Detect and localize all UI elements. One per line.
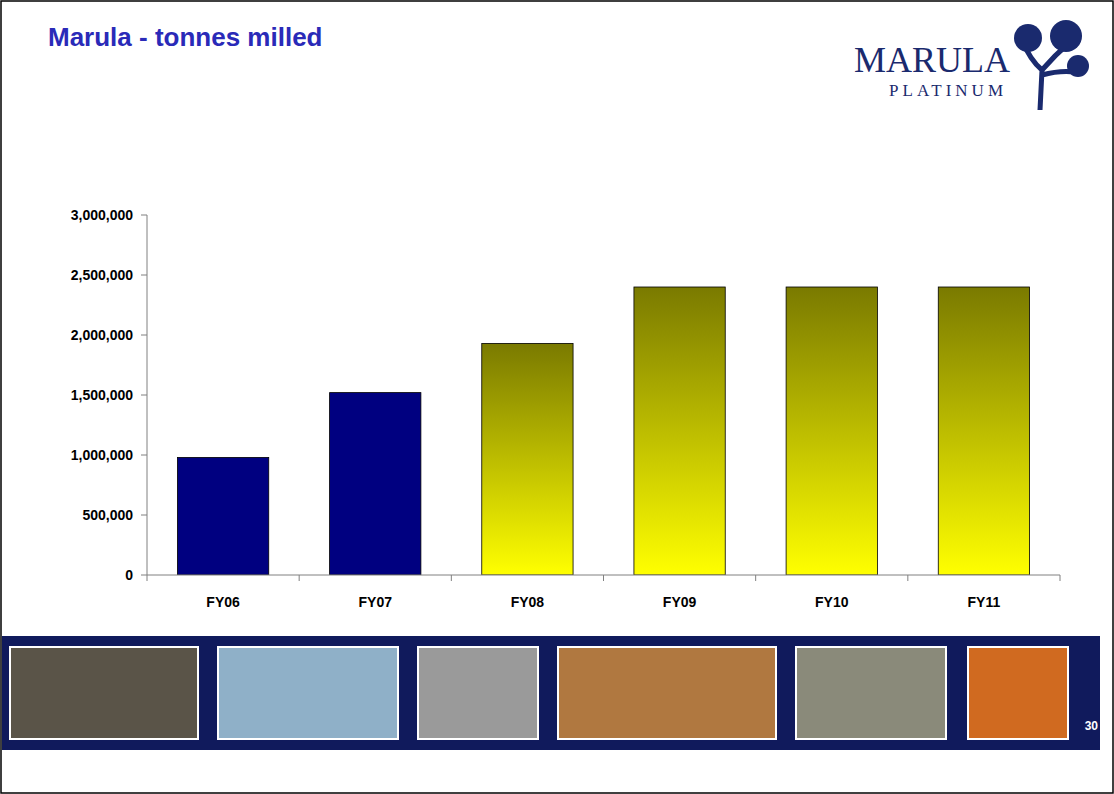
y-tick xyxy=(141,335,147,336)
x-tick xyxy=(907,575,908,581)
bar xyxy=(330,393,421,575)
logo-leaf xyxy=(1014,24,1042,52)
logo-leaf xyxy=(1050,20,1082,52)
photo xyxy=(10,647,198,739)
photo xyxy=(558,647,776,739)
y-tick-label: 1,000,000 xyxy=(71,447,133,463)
y-tick xyxy=(141,515,147,516)
y-tick-label: 2,500,000 xyxy=(71,267,133,283)
bar xyxy=(786,287,877,575)
x-tick-label: FY08 xyxy=(511,594,545,610)
bar xyxy=(938,287,1029,575)
bar xyxy=(177,457,268,575)
y-tick-label: 1,500,000 xyxy=(71,387,133,403)
x-tick xyxy=(603,575,604,581)
title: Marula - tonnes milled xyxy=(48,22,323,52)
photo xyxy=(796,647,946,739)
logo-leaf xyxy=(1067,55,1089,77)
x-tick xyxy=(755,575,756,581)
bar xyxy=(634,287,725,575)
slide: Marula - tonnes milled MARULAPLATINUM 0 500… xyxy=(0,0,1114,794)
logo-name: MARULA xyxy=(854,40,1010,80)
y-tick-label: 2,000,000 xyxy=(71,327,133,343)
photo xyxy=(218,647,398,739)
bar xyxy=(482,343,573,575)
slide-frame xyxy=(1,1,1113,793)
y-tick-label: 3,000,000 xyxy=(71,207,133,223)
x-tick-label: FY06 xyxy=(206,594,240,610)
y-tick xyxy=(141,275,147,276)
y-tick xyxy=(141,215,147,216)
x-tick xyxy=(299,575,300,581)
photo xyxy=(418,647,538,739)
x-tick-label: FY07 xyxy=(359,594,393,610)
photo xyxy=(968,647,1068,739)
x-tick xyxy=(147,575,148,581)
x-tick-label: FY10 xyxy=(815,594,849,610)
bars xyxy=(177,287,1029,575)
y-tick xyxy=(141,395,147,396)
logo-tree xyxy=(1014,20,1089,110)
x-tick xyxy=(451,575,452,581)
y-tick xyxy=(141,575,147,576)
photo-band xyxy=(2,636,1100,750)
logo-subtitle: PLATINUM xyxy=(889,81,1007,100)
x-tick xyxy=(1060,575,1061,581)
x-tick-label: FY09 xyxy=(663,594,697,610)
x-tick-label: FY11 xyxy=(968,594,1001,610)
y-tick xyxy=(141,455,147,456)
page-number: 30 xyxy=(1085,719,1099,733)
y-tick-label: 500,000 xyxy=(82,507,133,523)
y-tick-label: 0 xyxy=(125,567,133,583)
